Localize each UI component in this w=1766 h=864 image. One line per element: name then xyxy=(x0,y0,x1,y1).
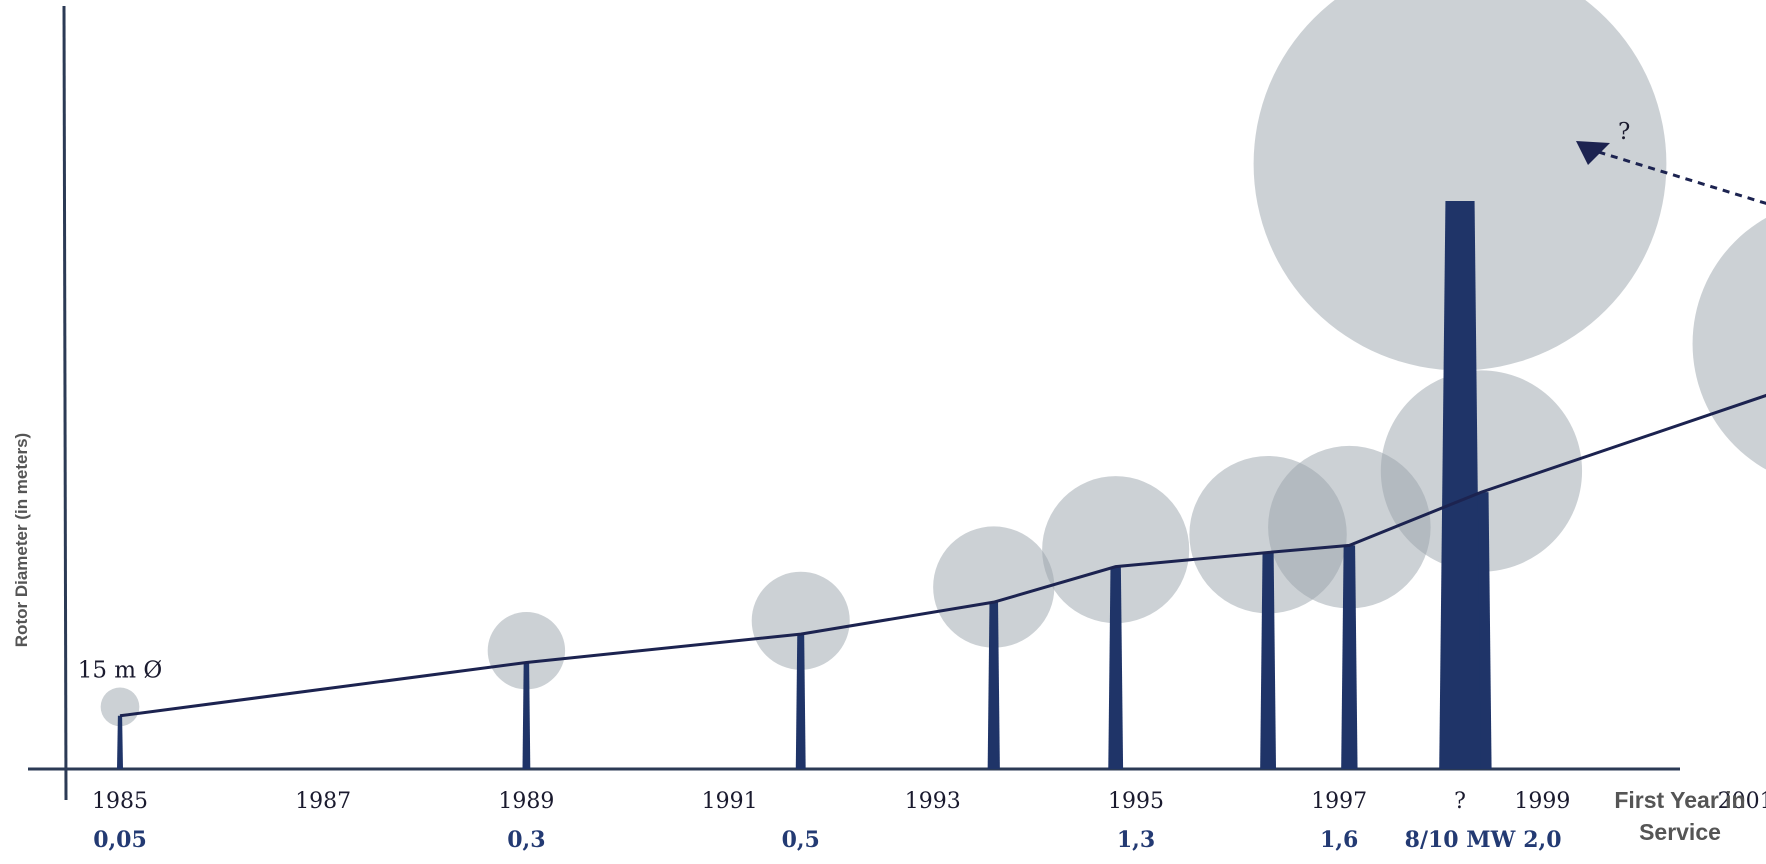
future-question-mark: ? xyxy=(1618,119,1630,145)
y-axis-line xyxy=(64,6,66,800)
power-label-3: 1,3 xyxy=(1117,827,1155,853)
x-tick-label-3: 1991 xyxy=(702,789,758,814)
power-label-0: 0,05 xyxy=(93,827,147,853)
tower-4 xyxy=(1108,567,1123,769)
rotor-circles xyxy=(101,0,1766,726)
x-tick-label-4: 1993 xyxy=(905,789,961,814)
power-label-4: 1,6 xyxy=(1320,827,1358,853)
x-tick-label-6: 1997 xyxy=(1311,789,1367,814)
rotor-circle-8 xyxy=(1693,199,1766,488)
x-axis-label-line-2: Service xyxy=(1639,819,1721,845)
power-label-8: 8/10 MW xyxy=(1405,827,1516,853)
tower-3 xyxy=(988,602,1000,769)
power-label-2: 0,5 xyxy=(782,827,820,853)
tower-10 xyxy=(1439,201,1481,769)
x-tick-label-2: 1989 xyxy=(498,789,554,814)
x-tick-label-5: 1995 xyxy=(1108,789,1164,814)
tower-2 xyxy=(796,634,806,769)
x-axis-label-line-1: First Year in xyxy=(1614,787,1745,813)
y-axis-label: Rotor Diameter (in meters) xyxy=(12,433,31,647)
x-tick-label-7: 1999 xyxy=(1514,789,1570,814)
power-label-5: 2,0 xyxy=(1523,827,1561,853)
tower-0 xyxy=(117,716,123,769)
power-label-1: 0,3 xyxy=(507,827,545,853)
tower-5 xyxy=(1260,552,1276,769)
tower-1 xyxy=(523,663,531,770)
diameter-label-0: 15 m Ø xyxy=(78,657,163,683)
x-tick-label-1: 1987 xyxy=(295,789,351,814)
tower-6 xyxy=(1341,545,1357,769)
x-tick-label-0: 1985 xyxy=(92,789,148,814)
x-tick-label-11: ? xyxy=(1454,789,1466,814)
